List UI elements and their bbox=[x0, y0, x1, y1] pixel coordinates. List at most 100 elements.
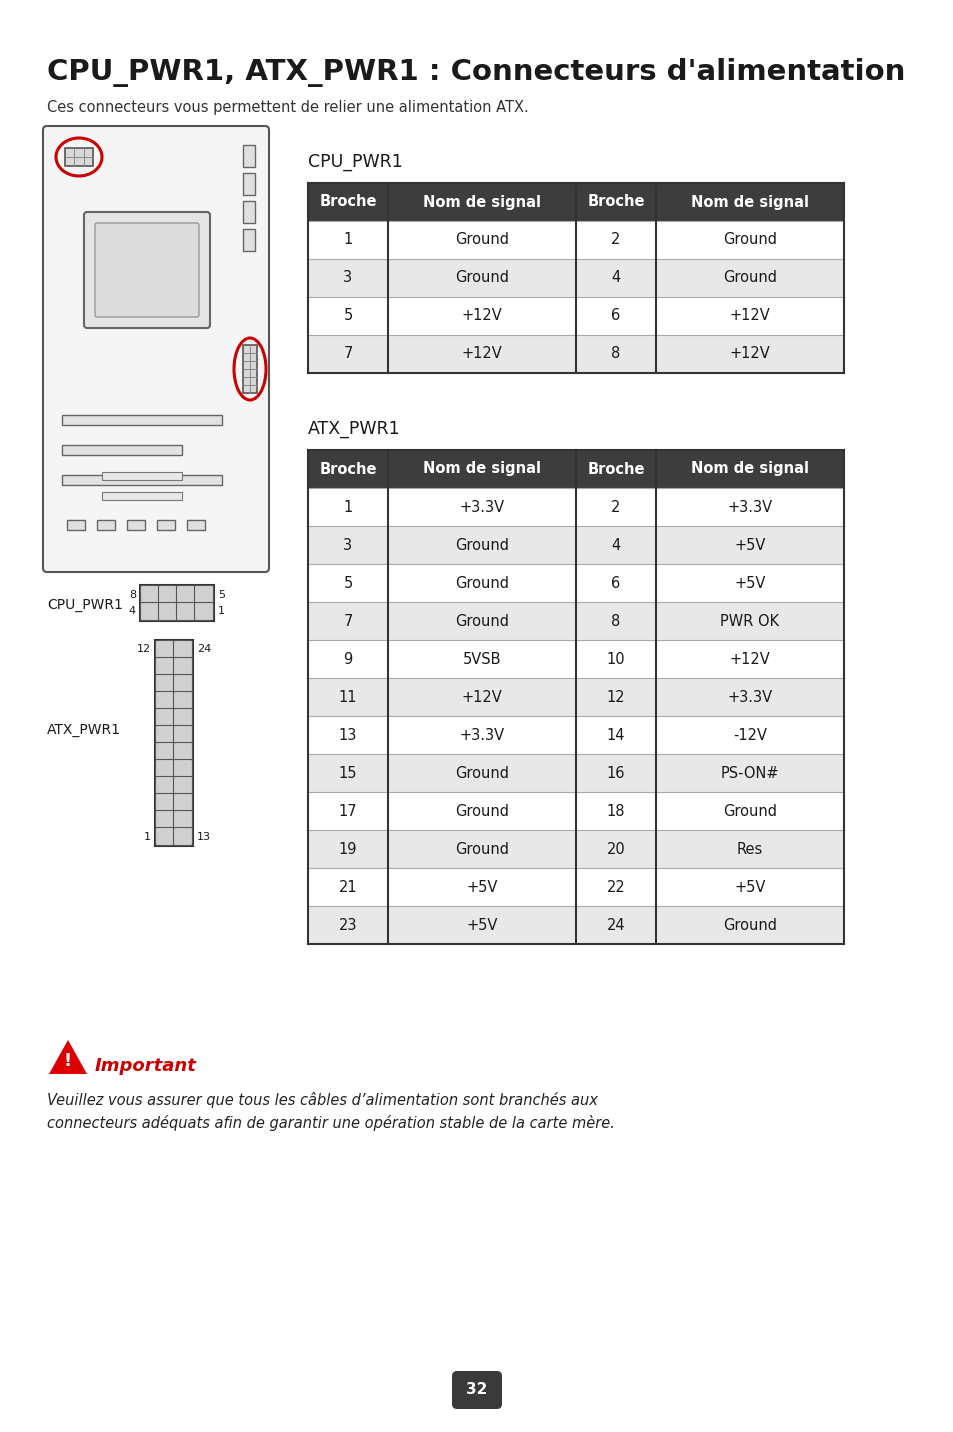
Bar bbox=[97, 520, 115, 530]
Bar bbox=[308, 677, 388, 716]
Bar bbox=[154, 640, 193, 846]
FancyBboxPatch shape bbox=[155, 828, 174, 845]
FancyBboxPatch shape bbox=[155, 640, 174, 659]
Text: 3: 3 bbox=[343, 537, 353, 553]
Text: 24: 24 bbox=[196, 644, 211, 654]
FancyBboxPatch shape bbox=[95, 223, 199, 316]
Bar bbox=[656, 716, 843, 755]
Text: Ground: Ground bbox=[455, 842, 509, 856]
Bar bbox=[576, 335, 656, 372]
Bar bbox=[308, 868, 388, 906]
FancyBboxPatch shape bbox=[140, 586, 159, 603]
Text: 8: 8 bbox=[611, 613, 620, 629]
FancyBboxPatch shape bbox=[155, 726, 174, 743]
Bar bbox=[656, 564, 843, 601]
Text: Ground: Ground bbox=[455, 537, 509, 553]
Bar bbox=[656, 183, 843, 221]
Bar bbox=[308, 640, 388, 677]
Bar bbox=[308, 755, 388, 792]
Text: 3: 3 bbox=[343, 271, 353, 285]
Text: +5V: +5V bbox=[734, 879, 765, 895]
Text: 4: 4 bbox=[611, 271, 620, 285]
FancyBboxPatch shape bbox=[155, 776, 174, 795]
FancyBboxPatch shape bbox=[173, 793, 193, 812]
Bar bbox=[388, 450, 576, 488]
Text: 6: 6 bbox=[611, 576, 620, 590]
Bar bbox=[576, 526, 656, 564]
Bar bbox=[576, 488, 656, 526]
Text: 23: 23 bbox=[338, 918, 356, 932]
Bar bbox=[576, 831, 656, 868]
Bar bbox=[388, 296, 576, 335]
Text: Ces connecteurs vous permettent de relier une alimentation ATX.: Ces connecteurs vous permettent de relie… bbox=[47, 100, 528, 115]
FancyBboxPatch shape bbox=[173, 776, 193, 795]
Bar bbox=[243, 145, 254, 168]
Text: 8: 8 bbox=[611, 347, 620, 361]
Bar bbox=[656, 755, 843, 792]
Bar bbox=[308, 716, 388, 755]
Bar bbox=[388, 564, 576, 601]
Text: Broche: Broche bbox=[319, 461, 376, 477]
Bar bbox=[388, 488, 576, 526]
Bar bbox=[656, 640, 843, 677]
Text: PS-ON#: PS-ON# bbox=[720, 766, 779, 780]
Bar bbox=[308, 488, 388, 526]
Bar bbox=[102, 473, 182, 480]
Text: +3.3V: +3.3V bbox=[727, 689, 772, 705]
Bar bbox=[388, 831, 576, 868]
Text: CPU_PWR1, ATX_PWR1 : Connecteurs d'alimentation: CPU_PWR1, ATX_PWR1 : Connecteurs d'alime… bbox=[47, 59, 904, 87]
Bar bbox=[308, 221, 388, 259]
Bar bbox=[656, 906, 843, 944]
Bar bbox=[388, 716, 576, 755]
Bar bbox=[388, 640, 576, 677]
Text: +12V: +12V bbox=[461, 347, 502, 361]
Bar bbox=[243, 173, 254, 195]
FancyBboxPatch shape bbox=[194, 586, 213, 603]
Bar bbox=[576, 906, 656, 944]
Bar bbox=[308, 564, 388, 601]
Text: Ground: Ground bbox=[722, 232, 776, 248]
Bar bbox=[67, 520, 85, 530]
Text: +12V: +12V bbox=[461, 689, 502, 705]
Bar bbox=[308, 335, 388, 372]
Bar bbox=[576, 296, 656, 335]
FancyBboxPatch shape bbox=[452, 1370, 501, 1409]
Text: CPU_PWR1: CPU_PWR1 bbox=[308, 153, 402, 170]
FancyBboxPatch shape bbox=[173, 657, 193, 676]
Text: 12: 12 bbox=[606, 689, 624, 705]
FancyBboxPatch shape bbox=[173, 759, 193, 778]
Text: Ground: Ground bbox=[455, 613, 509, 629]
Text: Ground: Ground bbox=[722, 271, 776, 285]
Bar bbox=[656, 296, 843, 335]
Text: 17: 17 bbox=[338, 803, 357, 819]
Bar bbox=[656, 488, 843, 526]
Bar bbox=[576, 755, 656, 792]
FancyBboxPatch shape bbox=[173, 640, 193, 659]
Bar bbox=[656, 259, 843, 296]
Text: 6: 6 bbox=[611, 308, 620, 324]
Bar bbox=[656, 868, 843, 906]
Bar bbox=[243, 345, 256, 392]
Text: Ground: Ground bbox=[455, 271, 509, 285]
Text: +3.3V: +3.3V bbox=[727, 500, 772, 514]
Text: 32: 32 bbox=[466, 1382, 487, 1398]
Text: 13: 13 bbox=[196, 832, 211, 842]
Bar bbox=[388, 792, 576, 831]
Text: Nom de signal: Nom de signal bbox=[422, 461, 540, 477]
Bar bbox=[308, 831, 388, 868]
Text: +12V: +12V bbox=[461, 308, 502, 324]
Text: Ground: Ground bbox=[455, 766, 509, 780]
Text: ATX_PWR1: ATX_PWR1 bbox=[47, 723, 121, 737]
Text: Broche: Broche bbox=[587, 461, 644, 477]
Bar bbox=[576, 183, 656, 221]
Text: 4: 4 bbox=[611, 537, 620, 553]
Text: 2: 2 bbox=[611, 500, 620, 514]
FancyBboxPatch shape bbox=[155, 743, 174, 760]
Bar bbox=[656, 335, 843, 372]
Bar bbox=[388, 183, 576, 221]
Bar bbox=[576, 221, 656, 259]
Text: +5V: +5V bbox=[466, 879, 497, 895]
Bar bbox=[388, 601, 576, 640]
Bar bbox=[576, 259, 656, 296]
Bar bbox=[388, 259, 576, 296]
